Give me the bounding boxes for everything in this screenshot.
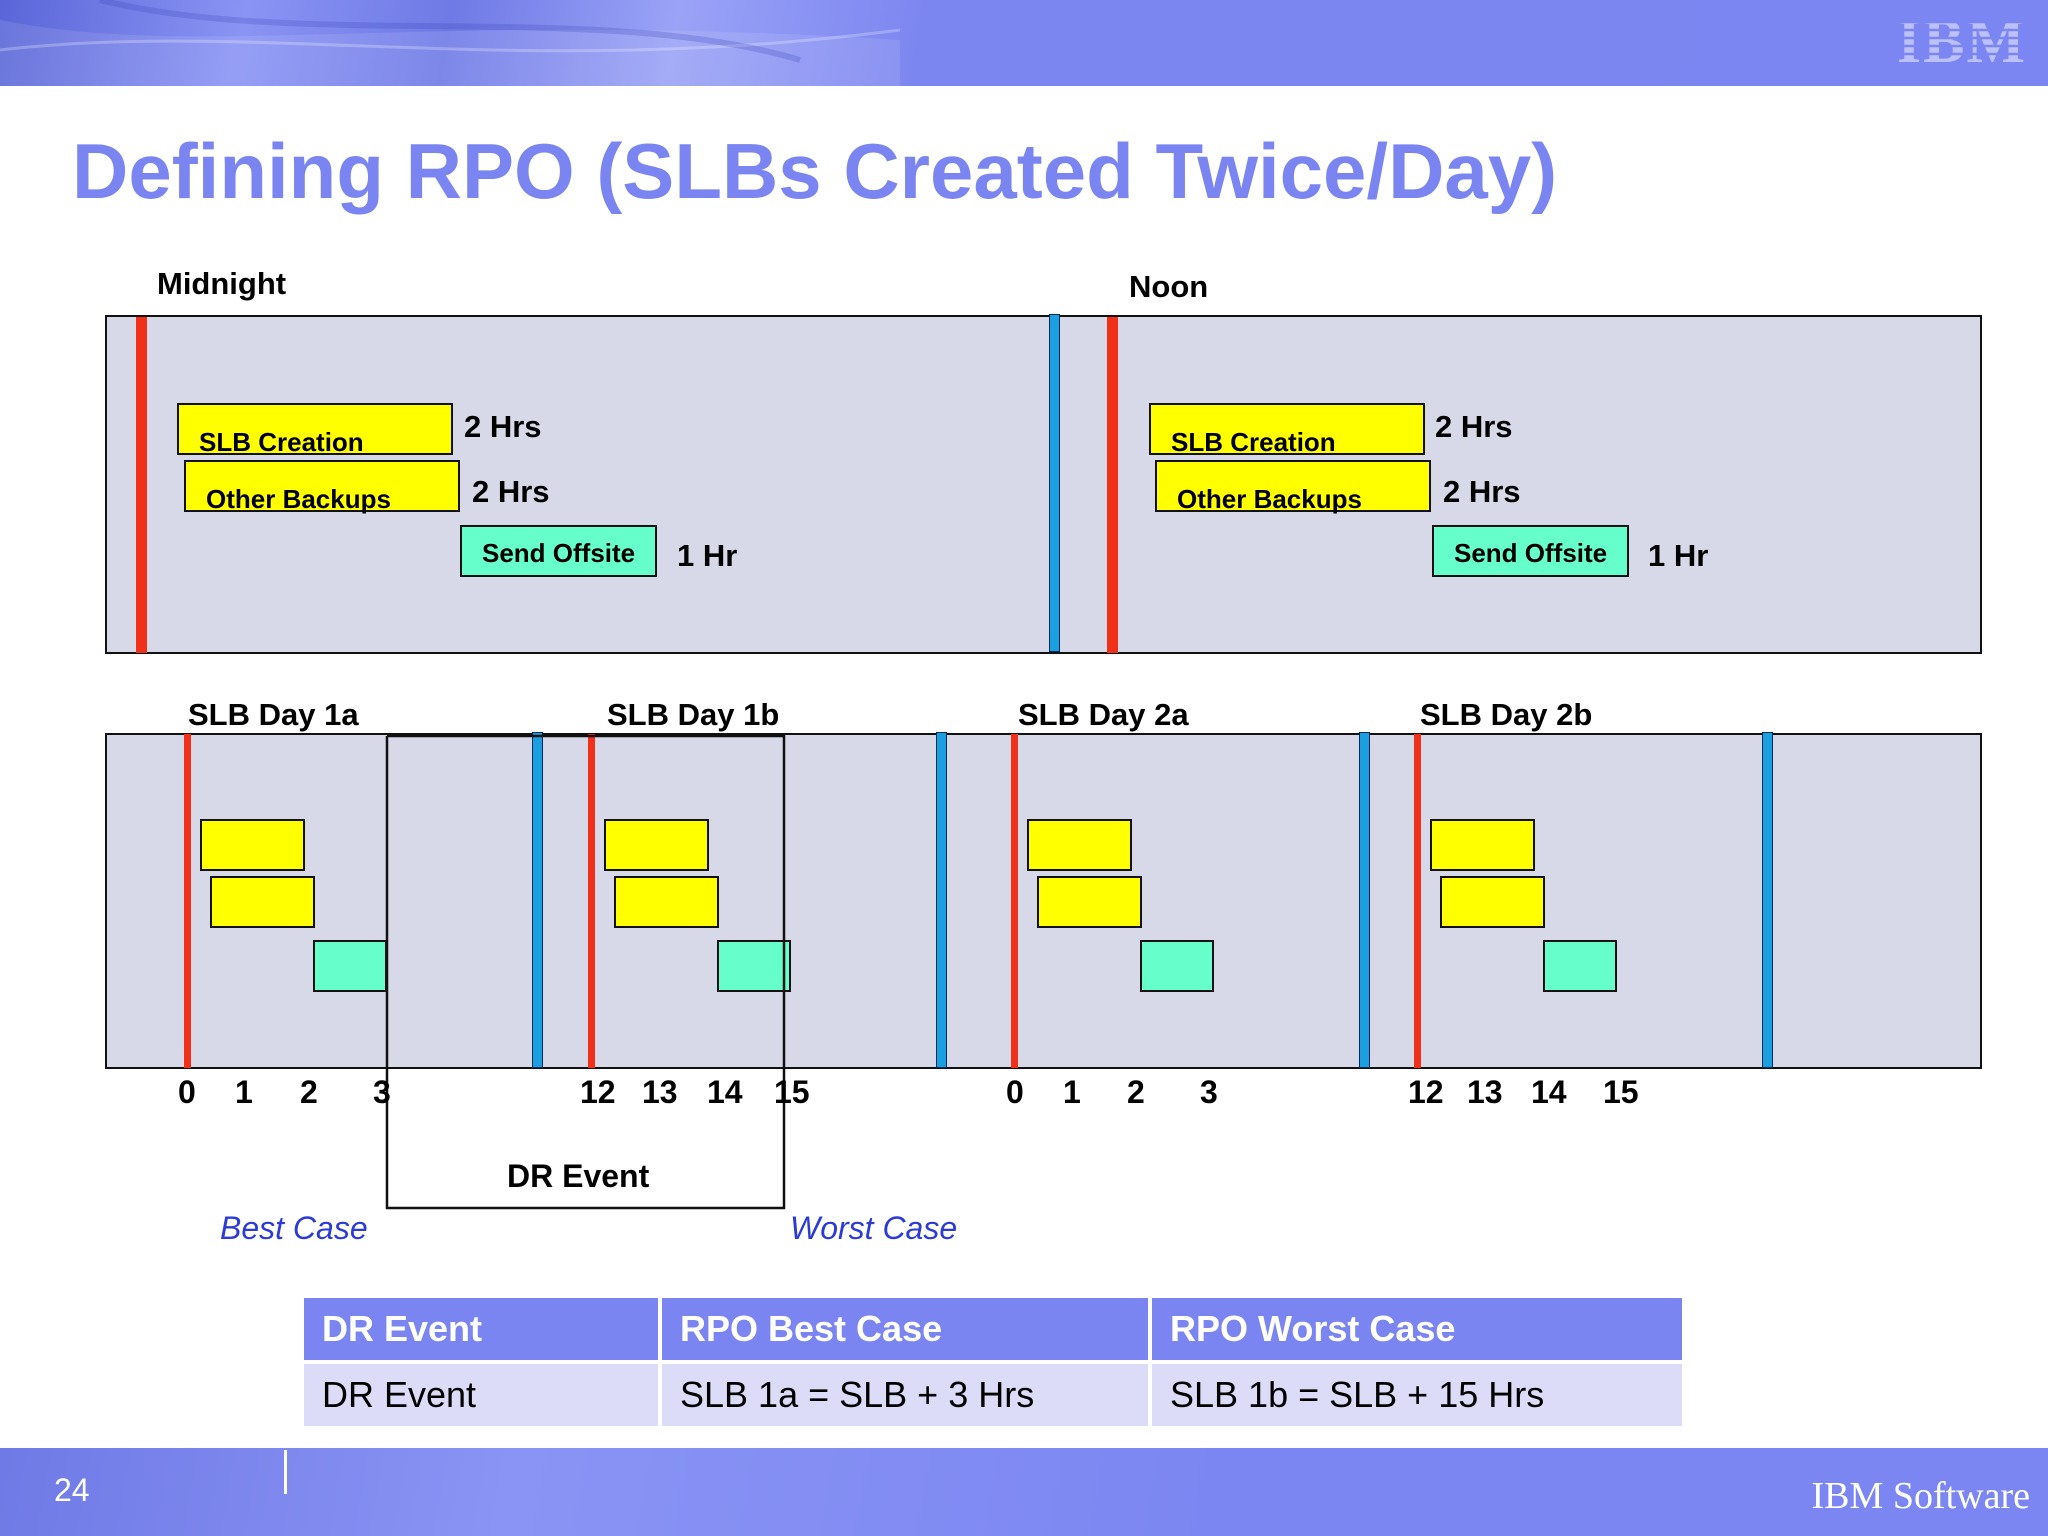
header-band [0,0,2048,86]
tick-label: 12 [580,1074,616,1110]
noon-marker-line [1107,317,1118,653]
slb-creation-box: SLB Creation [1149,403,1425,457]
send-offsite-text: Send Offsite [482,538,636,568]
table-header-cell: DR Event [304,1298,658,1360]
other-backups-mini-box [1440,876,1545,928]
other-backups-mini-box [210,876,315,928]
footer-brand: IBM Software [1811,1475,2030,1517]
period-divider-line [1762,732,1773,1068]
tick-label: 15 [774,1074,810,1110]
other-backups-mini-box [1037,876,1142,928]
slb-creation-duration: 2 Hrs [464,409,542,444]
slb-start-line-1a [184,734,191,1068]
other-backups-text: Other Backups [206,484,391,514]
slb-start-line-2a [1011,734,1018,1068]
table-cell: DR Event [304,1360,658,1426]
slb-creation-text: SLB Creation [1171,427,1336,457]
best-case-label: Best Case [220,1210,368,1246]
slb-creation-box: SLB Creation [177,403,453,457]
tick-label: 3 [1200,1074,1218,1110]
svg-text:IBM: IBM [1897,8,2027,74]
rpo-table: DR Event RPO Best Case RPO Worst Case DR… [300,1298,1686,1426]
send-offsite-box: Send Offsite [460,525,657,577]
slb-creation-mini-box [1430,819,1535,871]
send-offsite-mini-box [1140,940,1214,992]
other-backups-duration: 2 Hrs [472,474,550,509]
tick-label: 0 [1006,1074,1024,1110]
send-offsite-duration: 1 Hr [1648,538,1709,573]
table-cell: SLB 1b = SLB + 15 Hrs [1152,1360,1682,1426]
half-day-divider-line [1049,314,1060,652]
period-divider-line [936,732,947,1068]
other-backups-box: Other Backups [184,460,460,514]
page-title: Defining RPO (SLBs Created Twice/Day) [72,127,1558,215]
send-offsite-mini-box [313,940,387,992]
tick-label: 14 [707,1074,743,1110]
slb-start-line-2b [1414,734,1421,1068]
period-divider-line [532,732,543,1068]
tick-label: 13 [642,1074,678,1110]
dr-event-bracket [385,734,786,1210]
slb-creation-duration: 2 Hrs [1435,409,1513,444]
tick-label: 2 [1127,1074,1145,1110]
tick-label: 15 [1603,1074,1639,1110]
slb-creation-mini-box [1027,819,1132,871]
dr-event-label: DR Event [507,1158,650,1194]
send-offsite-text: Send Offsite [1454,538,1608,568]
header-swoosh-graphic [0,0,900,86]
tick-label: 1 [1063,1074,1081,1110]
tick-label: 14 [1531,1074,1567,1110]
day-label-1a: SLB Day 1a [188,697,359,732]
slb-creation-text: SLB Creation [199,427,364,457]
worst-case-label: Worst Case [790,1210,958,1246]
table-header-cell: RPO Best Case [662,1298,1148,1360]
page-number: 24 [54,1472,90,1508]
footer-band [0,1448,2048,1536]
other-backups-duration: 2 Hrs [1443,474,1521,509]
send-offsite-box: Send Offsite [1432,525,1629,577]
noon-label: Noon [1129,269,1209,304]
ibm-logo: IBM [1892,8,2032,74]
send-offsite-mini-box [717,940,791,992]
day-label-1b: SLB Day 1b [607,697,780,732]
send-offsite-mini-box [1543,940,1617,992]
tick-label: 12 [1408,1074,1444,1110]
day-label-2b: SLB Day 2b [1420,697,1593,732]
send-offsite-duration: 1 Hr [677,538,738,573]
slb-creation-mini-box [200,819,305,871]
other-backups-text: Other Backups [1177,484,1362,514]
footer-divider [284,1450,287,1494]
other-backups-mini-box [614,876,719,928]
tick-label: 3 [373,1074,391,1110]
tick-label: 0 [178,1074,196,1110]
slb-creation-mini-box [604,819,709,871]
other-backups-box: Other Backups [1155,460,1431,514]
table-header-row: DR Event RPO Best Case RPO Worst Case [304,1298,1682,1360]
table-header-cell: RPO Worst Case [1152,1298,1682,1360]
tick-label: 2 [300,1074,318,1110]
slb-start-line-1b [588,734,595,1068]
midnight-label: Midnight [157,266,287,301]
period-divider-line [1359,732,1370,1068]
table-cell: SLB 1a = SLB + 3 Hrs [662,1360,1148,1426]
day-label-2a: SLB Day 2a [1018,697,1189,732]
midnight-marker-line [136,317,147,653]
table-row: DR Event SLB 1a = SLB + 3 Hrs SLB 1b = S… [304,1360,1682,1426]
tick-label: 1 [235,1074,253,1110]
tick-label: 13 [1467,1074,1503,1110]
